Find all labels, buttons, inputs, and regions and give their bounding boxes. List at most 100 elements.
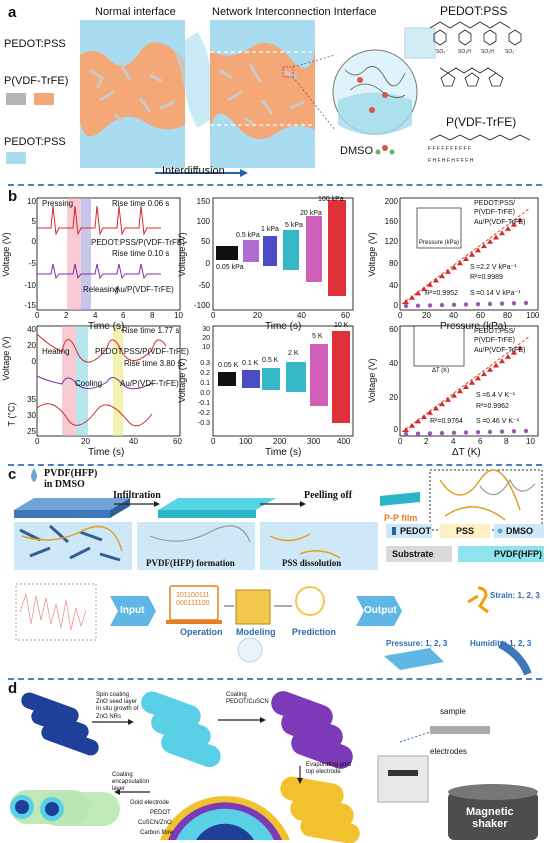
b-tm-label-3: 5 kPa xyxy=(285,222,303,229)
b-bl-annot-series2: Au/P(VDF-TrFE) xyxy=(120,379,179,388)
b-tl-annot-releasing: Releasing xyxy=(83,285,119,294)
scatter-marker-circle xyxy=(523,300,529,306)
d-step1: Spin coating ZnO seed layer In situ grow… xyxy=(96,692,139,720)
d-layer-gold: Gold electrode xyxy=(130,800,170,806)
scatter-marker-circle xyxy=(403,303,409,309)
network-interface-title: Network Interconnection Interface xyxy=(212,6,377,18)
b-tr-r1: R²=0.9989 xyxy=(470,274,503,281)
c-strain: Strain: 1, 2, 3 xyxy=(490,591,540,600)
scatter-marker-triangle xyxy=(415,290,421,296)
d-layer-cuscn: CuSCN/ZnO xyxy=(138,820,172,826)
scatter-marker-circle xyxy=(415,303,421,308)
scatter-marker-triangle xyxy=(511,221,517,227)
b-bl-annot-rise: Rise time 1.77 s xyxy=(122,326,180,335)
b-br-legend-2: Au/P(VDF-TrFE) xyxy=(474,347,526,354)
scatter-marker-triangle xyxy=(517,345,523,351)
scatter-marker-triangle xyxy=(505,225,511,231)
b-tl-annot-rise1: Rise time 0.06 s xyxy=(112,199,170,208)
c-legend-pedot: PEDOT xyxy=(400,526,432,536)
scatter-marker-circle xyxy=(463,302,469,307)
c-legend-dmso: DMSO xyxy=(506,526,533,536)
pedot-pss-structure-title: PEDOT:PSS xyxy=(440,4,508,18)
b-bl-annot-heating: Heating xyxy=(42,347,70,356)
scatter-marker-triangle xyxy=(421,414,427,420)
panel-label-a: a xyxy=(8,4,17,21)
b-tr-s2: S =0.14 V kPa⁻¹ xyxy=(470,290,521,297)
label-dmso: DMSO xyxy=(340,145,373,157)
b-tl-xlabel: Time (s) xyxy=(88,321,125,332)
scatter-marker-triangle xyxy=(481,243,487,249)
scatter-marker-triangle xyxy=(469,251,475,257)
b-br-s1: S =6.4 V K⁻¹ xyxy=(476,392,516,399)
b-tr-xlabel: Pressure (kPa) xyxy=(440,321,507,332)
scatter-marker-circle xyxy=(499,429,505,434)
svg-text:SO₃⁻: SO₃⁻ xyxy=(505,49,517,55)
scatter-marker-triangle xyxy=(427,281,433,287)
scatter-marker-circle xyxy=(439,302,445,308)
b-bm-ylabel: Voltage (V) xyxy=(176,358,187,403)
scatter-marker-triangle xyxy=(499,230,505,236)
c-peeling: Peelling off xyxy=(304,490,353,501)
c-modeling: Modeling xyxy=(236,627,276,637)
panel-label-c: c xyxy=(8,466,17,483)
scatter-marker-circle xyxy=(451,430,457,435)
b-br-legend-0: PEDOT:PSS/ xyxy=(474,328,516,335)
label-interdiffusion: Interdiffusion xyxy=(162,165,225,177)
scatter-marker-circle xyxy=(475,430,481,435)
b-tm-ylabel: Voltage (V) xyxy=(176,232,187,277)
scatter-marker-triangle xyxy=(451,392,457,398)
scatter-marker-circle xyxy=(427,303,433,308)
scatter-marker-triangle xyxy=(409,422,415,428)
scatter-marker-triangle xyxy=(481,371,487,377)
scatter-marker-circle xyxy=(463,430,469,435)
scatter-marker-circle xyxy=(451,302,457,307)
b-tr-yticks: 200 160 120 80 40 0 xyxy=(384,197,398,310)
d-electrodes: electrodes xyxy=(430,747,467,756)
scatter-marker-triangle xyxy=(487,366,493,372)
b-tl-ylabel: Voltage (V) xyxy=(0,232,11,277)
scatter-marker-circle xyxy=(499,301,505,306)
b-bl-annot-cooling: Cooling xyxy=(75,379,103,388)
b-br-r2: R²=0.9764 xyxy=(430,418,463,425)
scatter-marker-circle xyxy=(475,302,481,307)
b-bm-yticks: 30 20 10 0.3 0.2 0.1 0.0 -0.1 -0.2 -0.3 xyxy=(197,326,210,427)
b-tr-legend-1: P(VDF-TrFE) xyxy=(474,209,515,216)
normal-interface-title: Normal interface xyxy=(95,6,176,18)
legend-swatch-gray xyxy=(6,93,26,105)
c-operation: Operation xyxy=(180,627,223,637)
panel-d-illustration xyxy=(10,691,538,843)
d-shaker: Magnetic shaker xyxy=(466,806,514,831)
scatter-marker-circle xyxy=(511,429,517,434)
b-tm-label-5: 100 kPa xyxy=(318,196,344,203)
scatter-marker-triangle xyxy=(421,286,427,292)
separator-a-b xyxy=(8,184,542,186)
b-br-inset-xlabel: ΔT (K) xyxy=(432,368,450,374)
b-bm-xlabel: Time (s) xyxy=(265,447,302,458)
scatter-marker-triangle xyxy=(457,260,463,266)
b-tl-annot-pressing: Pressing xyxy=(42,199,74,208)
scatter-marker-triangle xyxy=(403,299,409,304)
b-tr-r2: R²=0.9952 xyxy=(425,290,458,297)
b-tr-legend-0: PEDOT:PSS/ xyxy=(474,200,516,207)
scatter-marker-triangle xyxy=(439,401,445,407)
label-pedot-top: PEDOT:PSS xyxy=(4,38,66,50)
c-infiltration: Infiltration xyxy=(113,490,161,501)
separator-c-d xyxy=(8,678,542,680)
c-binary: 101100111 000111100 xyxy=(176,592,210,608)
b-tl-annot-series1: PEDOT:PSS/P(VDF-TrFE) xyxy=(91,238,185,247)
label-pvdf: P(VDF-TrFE) xyxy=(4,75,69,87)
scatter-marker-triangle xyxy=(445,268,451,274)
scatter-marker-triangle xyxy=(427,409,433,415)
scatter-marker-triangle xyxy=(469,379,475,385)
d-step4: Coating encapsulation layer xyxy=(112,772,150,793)
b-br-r1: R²=0.9962 xyxy=(476,403,509,410)
d-layer-pedot: PEDOT xyxy=(150,810,171,816)
b-bm-label-3: 2 K xyxy=(288,350,299,357)
scatter-marker-triangle xyxy=(505,353,511,359)
separator-b-c xyxy=(8,464,542,466)
b-br-ylabel: Voltage (V) xyxy=(366,358,377,403)
scatter-marker-triangle xyxy=(493,234,499,240)
b-br-yticks: 60 40 20 0 xyxy=(389,325,398,434)
c-pressure: Pressure: 1, 2, 3 xyxy=(386,639,448,648)
b-bl-annot-series1: PEDOT:PSS/P(VDF-TrFE) xyxy=(95,347,189,356)
